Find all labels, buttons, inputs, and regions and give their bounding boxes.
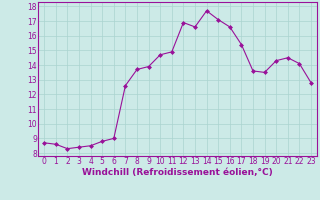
X-axis label: Windchill (Refroidissement éolien,°C): Windchill (Refroidissement éolien,°C) (82, 168, 273, 177)
